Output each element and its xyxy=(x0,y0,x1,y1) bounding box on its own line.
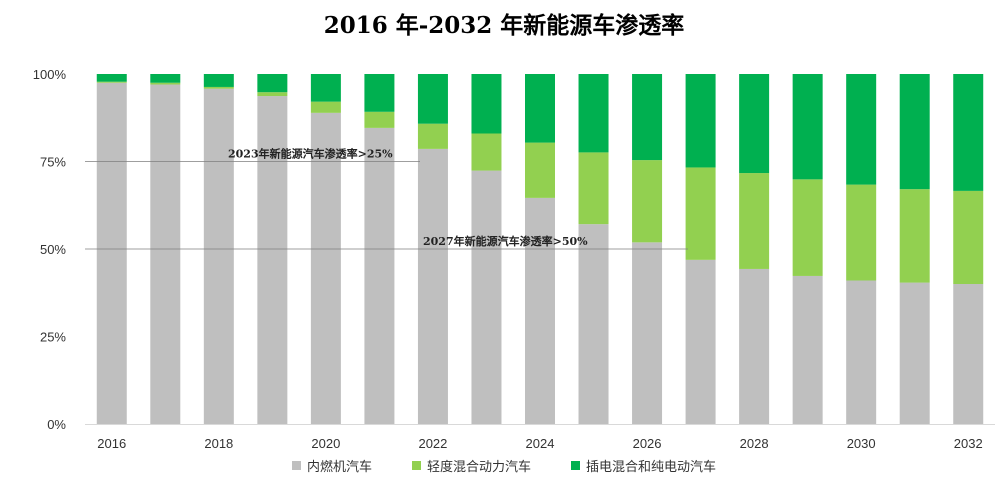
x-tick-label: 2028 xyxy=(740,436,769,451)
bar-segment-phev-bev xyxy=(203,74,234,87)
bar-segment-ice xyxy=(417,148,448,424)
bar-segment-ice xyxy=(310,112,341,424)
bar-segment-ice xyxy=(578,224,609,424)
bar-segment-phev-bev xyxy=(792,74,823,180)
bar-segment-phev-bev xyxy=(257,74,288,93)
bar-segment-ice xyxy=(203,88,234,424)
x-tick-label: 2018 xyxy=(204,436,233,451)
bar-segment-mild-hybrid xyxy=(578,152,609,225)
bar-segment-ice xyxy=(792,275,823,424)
y-tick-label: 100% xyxy=(33,67,67,82)
x-tick-label: 2022 xyxy=(418,436,447,451)
bar-segment-mild-hybrid xyxy=(792,179,823,276)
y-tick-label: 25% xyxy=(40,330,66,345)
bar-segment-mild-hybrid xyxy=(471,133,502,171)
bar-segment-phev-bev xyxy=(310,74,341,102)
bar-segment-mild-hybrid xyxy=(310,101,341,113)
bar-segment-ice xyxy=(953,284,984,424)
legend-item-ice: 内燃机汽车 xyxy=(291,456,372,475)
bar-segment-mild-hybrid xyxy=(525,142,555,198)
bar-segment-ice xyxy=(257,96,288,425)
x-tick-label: 2030 xyxy=(847,436,876,451)
chart-legend: 内燃机汽车 轻度混合动力汽车 插电混合和纯电动汽车 xyxy=(0,456,1008,475)
x-tick-label: 2026 xyxy=(633,436,662,451)
bar-segment-mild-hybrid xyxy=(417,123,448,149)
bar-segment-mild-hybrid xyxy=(739,173,770,269)
bar-segment-ice xyxy=(685,259,716,424)
bar-segment-ice xyxy=(739,268,770,424)
bar-segment-mild-hybrid xyxy=(846,184,877,281)
y-tick-label: 0% xyxy=(47,417,66,432)
bar-segment-phev-bev xyxy=(525,74,555,143)
legend-label-ice: 内燃机汽车 xyxy=(306,459,372,474)
bar-segment-phev-bev xyxy=(632,74,663,161)
bar-segment-mild-hybrid xyxy=(96,81,127,83)
bar-segment-mild-hybrid xyxy=(150,82,181,85)
threshold-label: 2027年新能源汽车渗透率>50% xyxy=(423,234,588,248)
bar-segment-phev-bev xyxy=(150,74,181,83)
legend-item-phev-bev: 插电混合和纯电动汽车 xyxy=(571,456,716,475)
bar-segment-ice xyxy=(471,170,502,424)
bar-segment-phev-bev xyxy=(953,74,984,191)
x-tick-label: 2016 xyxy=(97,436,126,451)
bar-segment-ice xyxy=(899,282,930,424)
bar-segment-phev-bev xyxy=(578,74,609,153)
bar-segment-mild-hybrid xyxy=(953,190,984,284)
bar-segment-ice xyxy=(632,242,663,424)
legend-item-mild-hybrid: 轻度混合动力汽车 xyxy=(411,456,531,475)
bar-segment-mild-hybrid xyxy=(203,86,234,89)
legend-swatch-ice xyxy=(291,461,301,470)
legend-label-mild-hybrid: 轻度混合动力汽车 xyxy=(426,459,531,474)
bar-segment-mild-hybrid xyxy=(257,92,288,97)
bar-segment-ice xyxy=(846,280,877,424)
bar-segment-ice xyxy=(525,197,555,424)
bar-segment-mild-hybrid xyxy=(364,111,395,128)
legend-swatch-phev-bev xyxy=(571,461,580,470)
bar-segment-mild-hybrid xyxy=(632,160,663,243)
bar-segment-phev-bev xyxy=(364,74,395,112)
y-tick-label: 50% xyxy=(40,242,66,257)
x-tick-label: 2032 xyxy=(954,436,983,451)
legend-label-phev-bev: 插电混合和纯电动汽车 xyxy=(586,459,717,474)
bar-segment-ice xyxy=(96,82,127,424)
bar-segment-phev-bev xyxy=(739,74,770,174)
bar-segment-phev-bev xyxy=(417,74,448,124)
bar-segment-phev-bev xyxy=(685,74,716,168)
bar-segment-phev-bev xyxy=(471,74,502,134)
bar-segment-ice xyxy=(150,84,181,424)
bar-segment-phev-bev xyxy=(846,74,877,185)
y-tick-label: 75% xyxy=(40,155,66,170)
chart-title: 2016 年-2032 年新能源车渗透率 xyxy=(323,12,685,39)
x-tick-label: 2020 xyxy=(311,436,340,451)
bar-segment-phev-bev xyxy=(899,74,930,190)
x-tick-label: 2024 xyxy=(526,436,555,451)
bar-segment-ice xyxy=(364,127,395,425)
bar-segment-mild-hybrid xyxy=(685,167,716,260)
bar-segment-phev-bev xyxy=(96,74,127,82)
bar-segment-mild-hybrid xyxy=(899,189,930,283)
legend-swatch-mild-hybrid xyxy=(411,461,421,470)
threshold-label: 2023年新能源汽车渗透率>25% xyxy=(228,147,393,161)
